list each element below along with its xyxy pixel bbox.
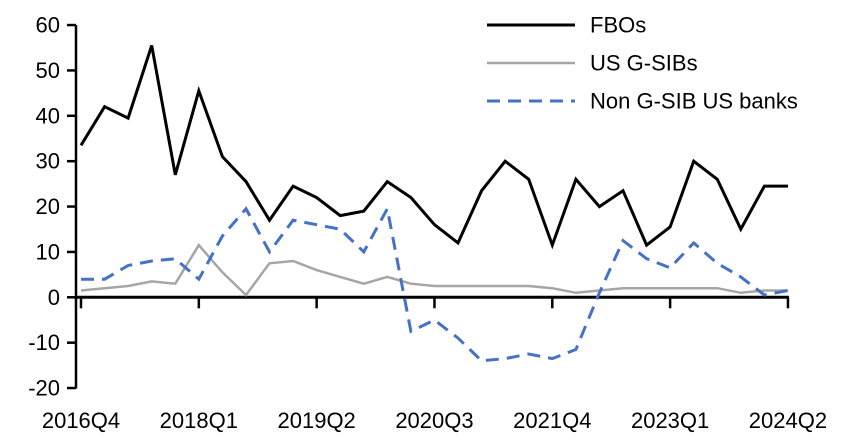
y-axis-tick-label: 30 bbox=[36, 149, 60, 174]
series-line-fbos bbox=[79, 45, 788, 250]
y-axis-tick-label: -10 bbox=[28, 330, 60, 355]
legend-label: Non G-SIB US banks bbox=[590, 89, 798, 114]
y-axis-tick-label: -20 bbox=[28, 376, 60, 401]
y-axis-tick-label: 20 bbox=[36, 194, 60, 219]
x-axis-tick-label: 2024Q2 bbox=[749, 408, 827, 433]
y-axis-tick-label: 0 bbox=[48, 285, 60, 310]
y-axis-tick-label: 60 bbox=[36, 13, 60, 38]
x-axis-tick-label: 2023Q1 bbox=[631, 408, 709, 433]
y-axis-tick-label: 10 bbox=[36, 239, 60, 264]
x-axis-tick-label: 2020Q3 bbox=[395, 408, 473, 433]
y-axis-tick-label: 40 bbox=[36, 103, 60, 128]
legend-label: FBOs bbox=[590, 13, 646, 38]
y-axis-tick-label: 50 bbox=[36, 58, 60, 83]
x-axis-tick-label: 2019Q2 bbox=[278, 408, 356, 433]
series-line-non-g-sib-us-banks bbox=[81, 204, 789, 363]
x-axis-tick-label: 2021Q4 bbox=[513, 408, 591, 433]
x-axis-tick-label: 2016Q4 bbox=[42, 408, 120, 433]
x-axis-tick-label: 2018Q1 bbox=[160, 408, 238, 433]
legend-label: US G-SIBs bbox=[590, 51, 698, 76]
series-line-us-g-sibs bbox=[80, 242, 788, 297]
